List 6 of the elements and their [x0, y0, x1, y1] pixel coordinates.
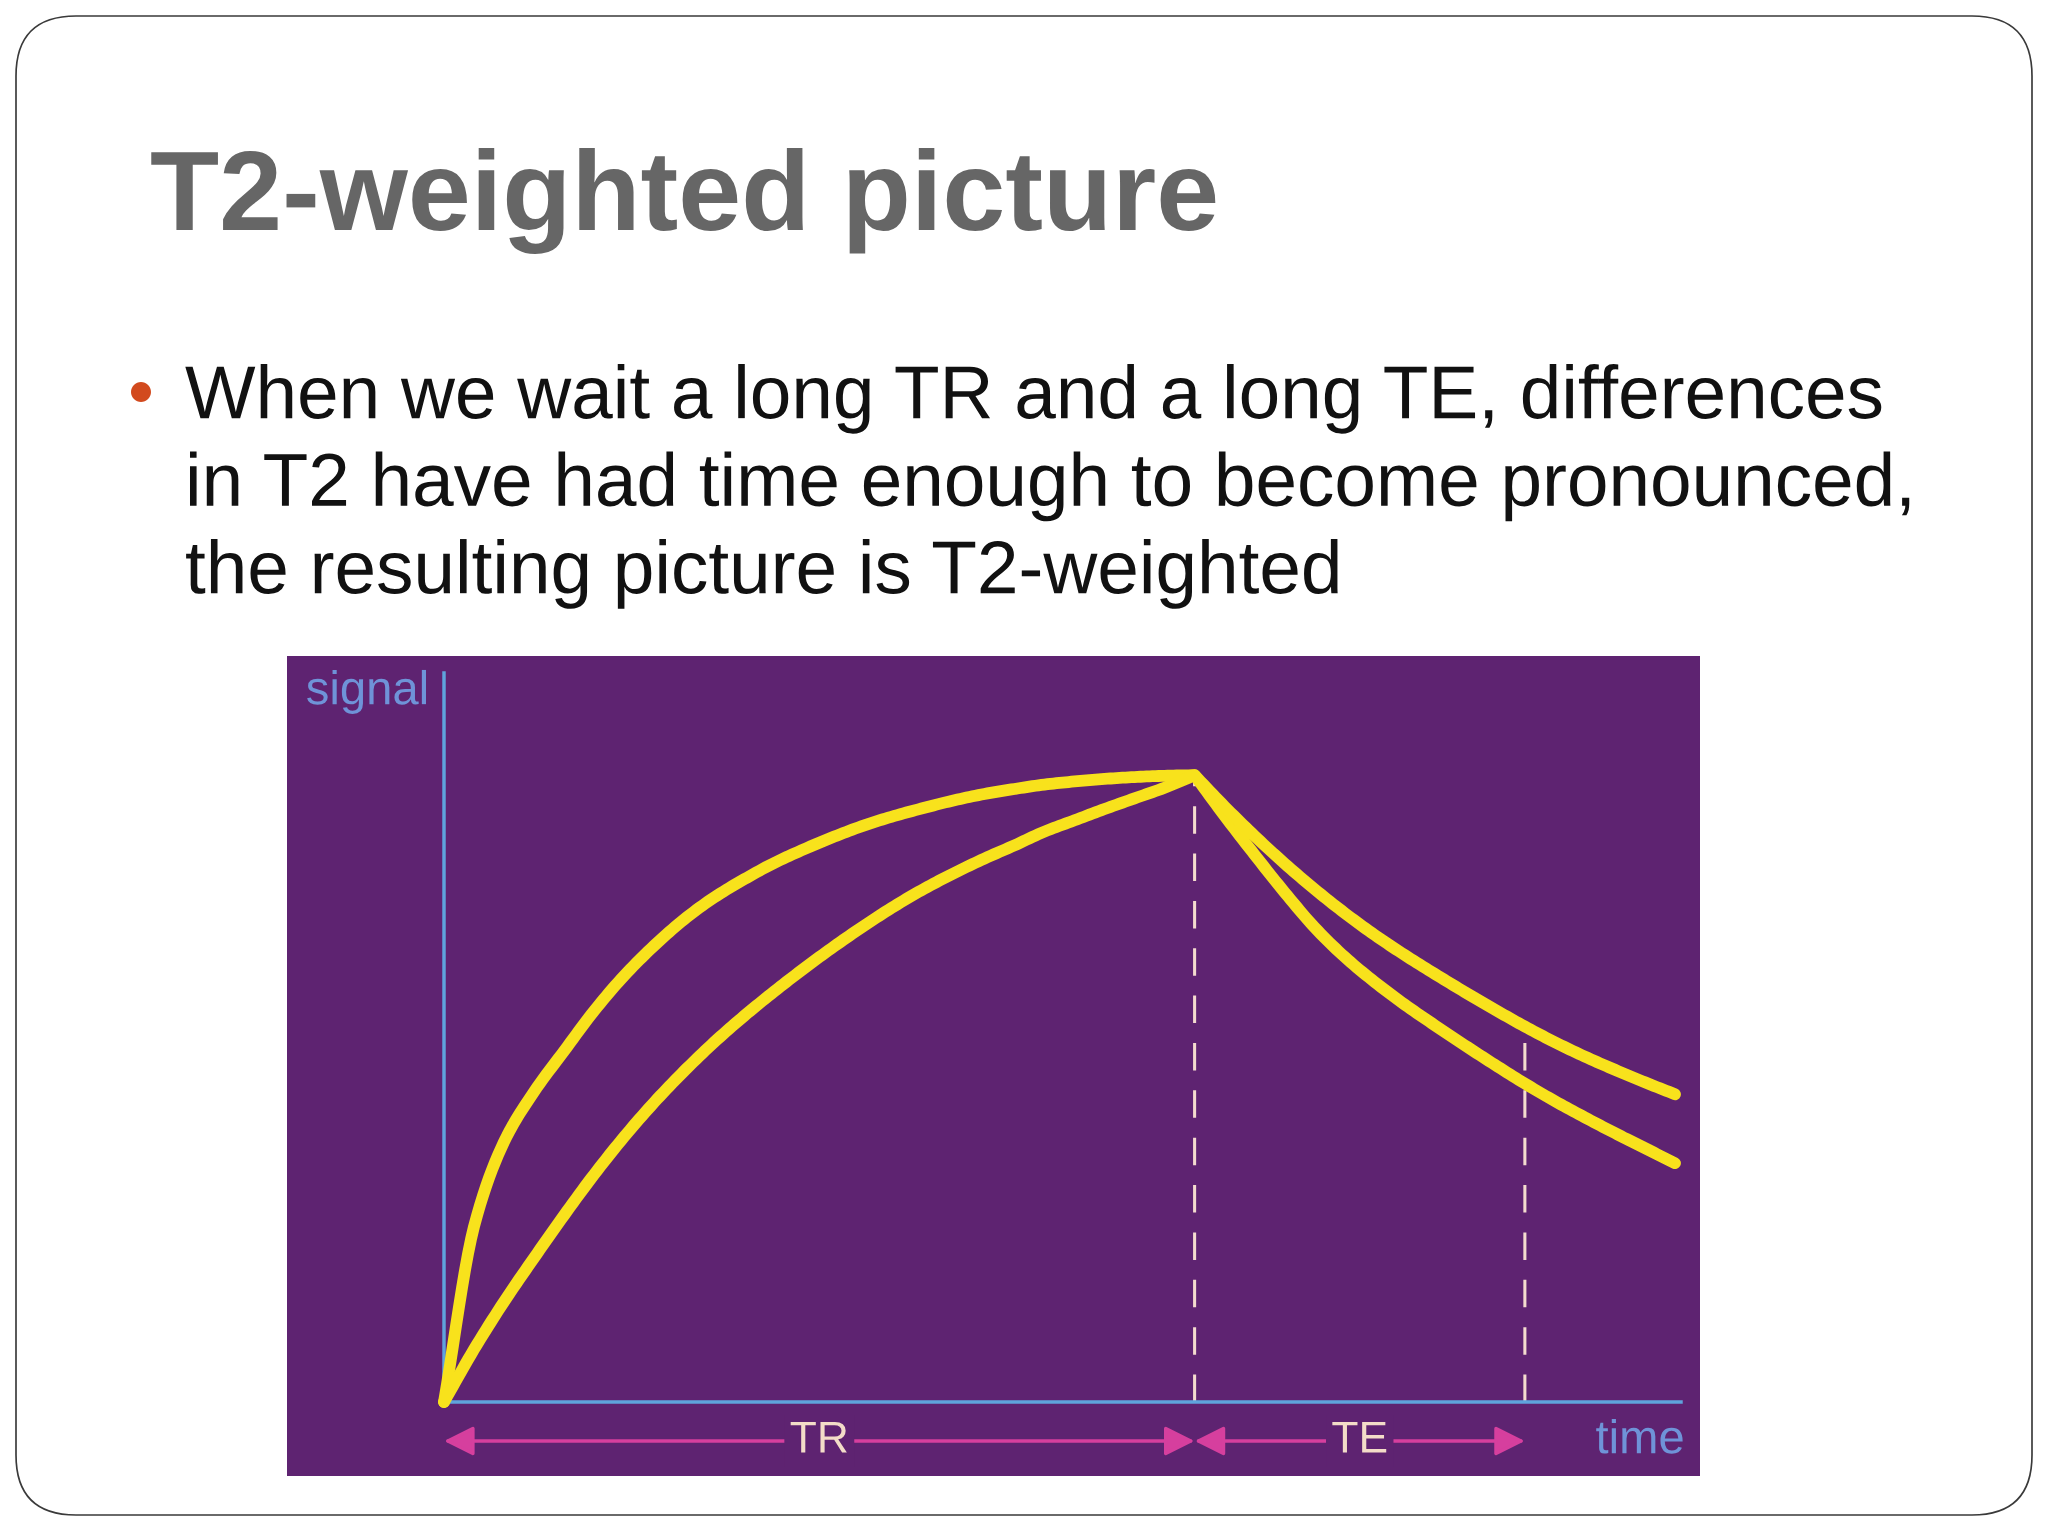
text: TE [1332, 1421, 1387, 1453]
text: TR [790, 1421, 847, 1453]
chart-title: T2-weighted picture [151, 147, 1216, 254]
y-axis-title: signal [307, 669, 427, 714]
chart-subtitle: When we wait a long TR and a long TE, differences in T2 have had time enough to become pronounced, the resulting picture is T2-weighted [185, 364, 1910, 609]
x-axis-title: time [1596, 1418, 1683, 1454]
